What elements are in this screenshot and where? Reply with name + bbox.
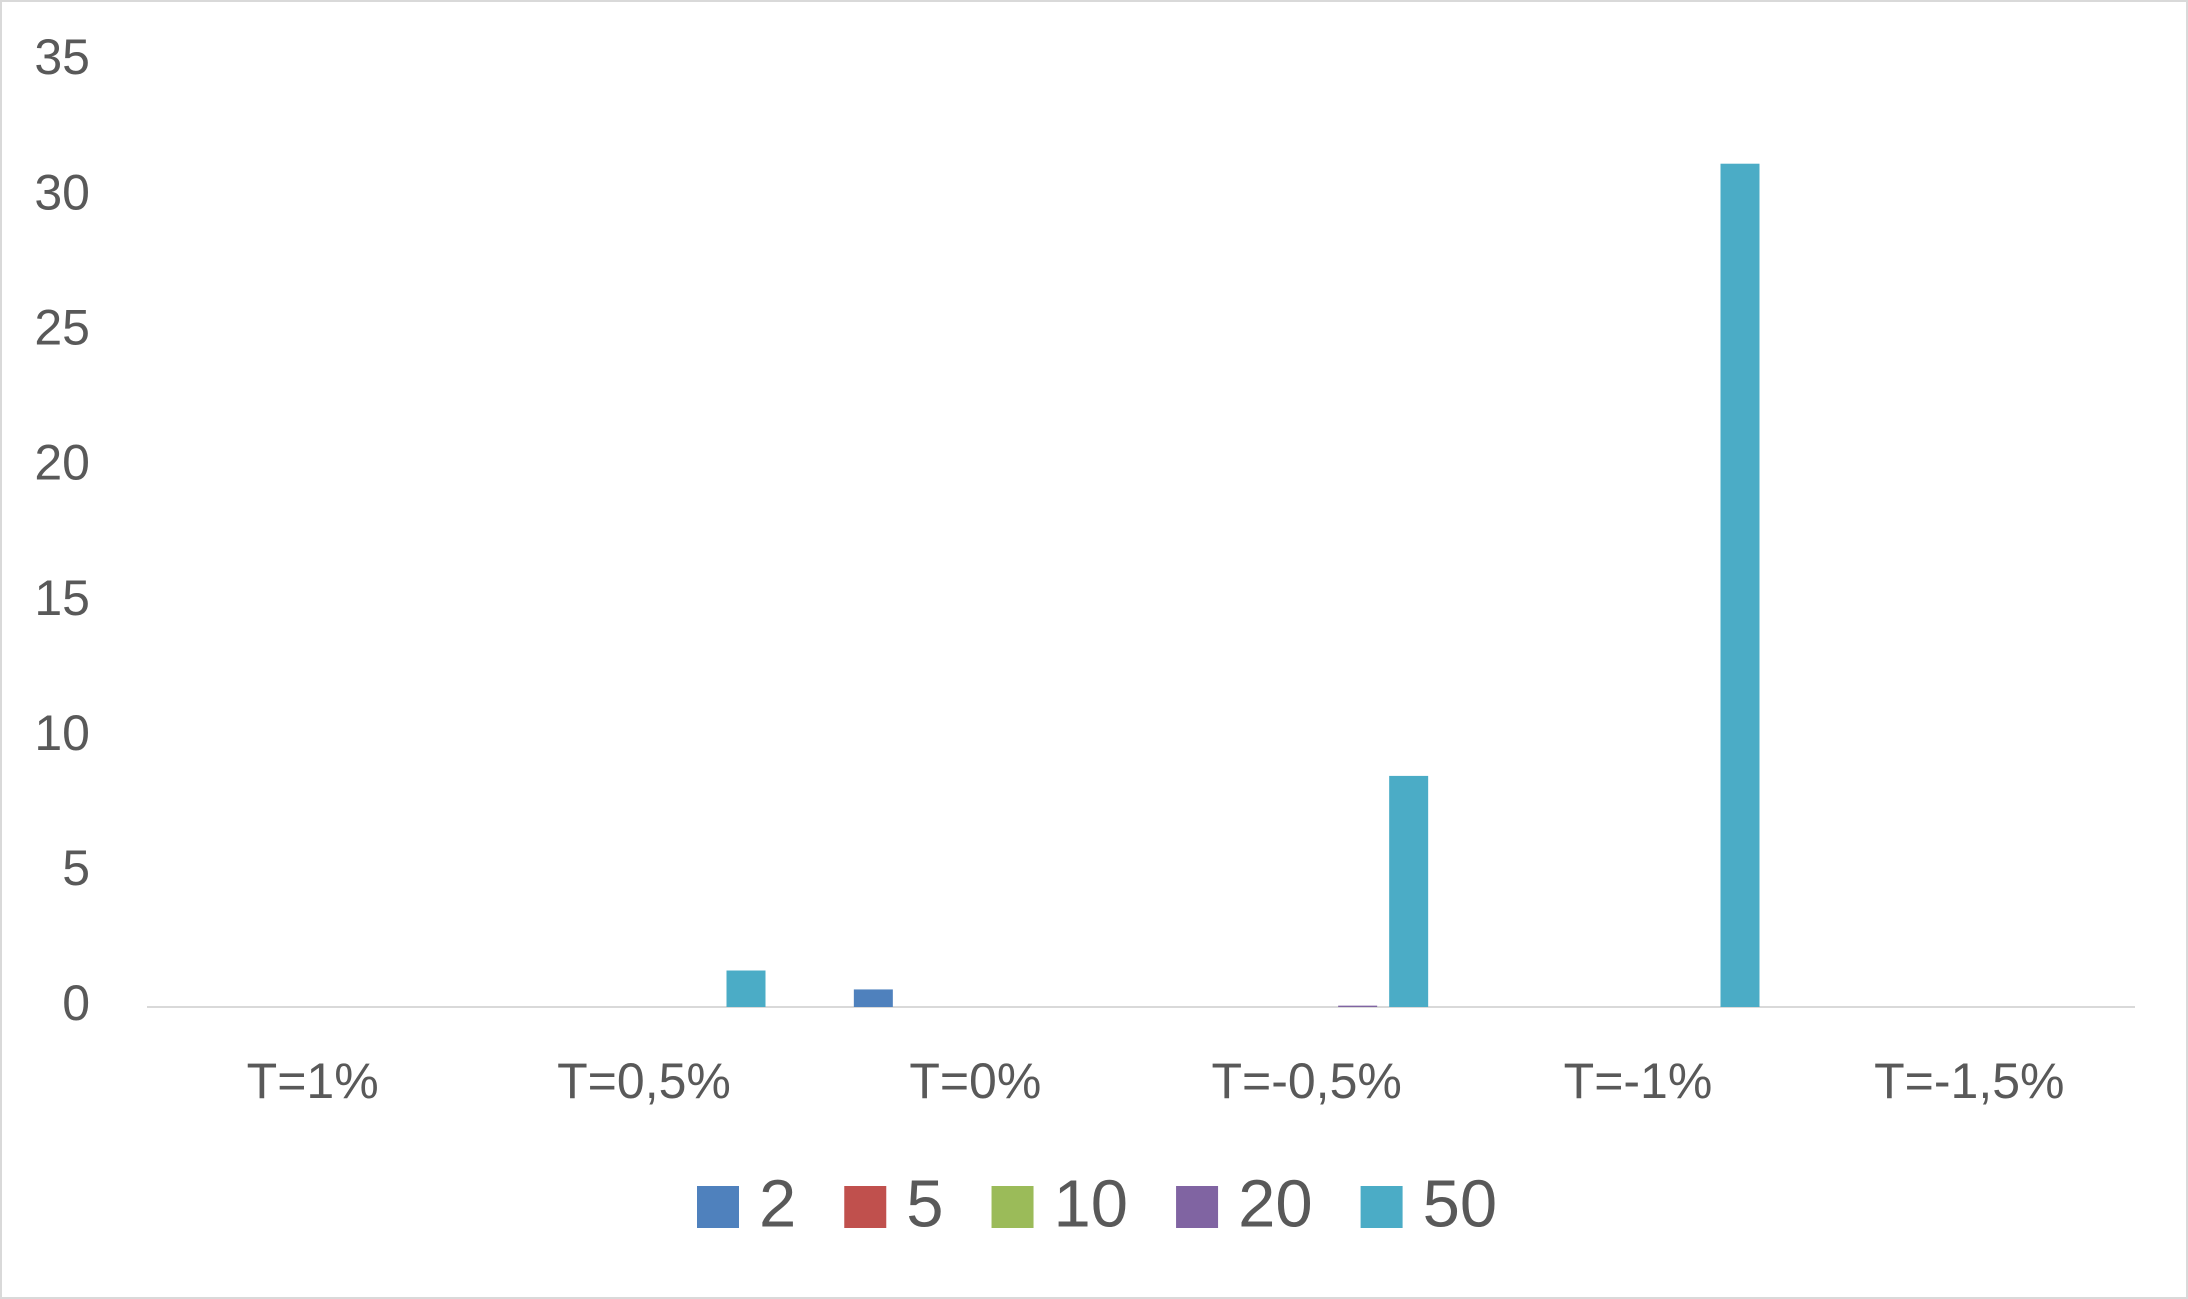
y-tick-label: 35 <box>34 29 90 85</box>
y-tick-label: 0 <box>62 975 90 1031</box>
bar <box>726 970 766 1007</box>
y-tick-label: 10 <box>34 705 90 761</box>
x-tick-label: T=0,5% <box>557 1053 731 1109</box>
y-tick-label: 25 <box>34 299 90 355</box>
bar <box>1389 775 1429 1007</box>
legend-swatch <box>1360 1186 1403 1228</box>
legend-swatch <box>844 1186 887 1228</box>
x-tick-label: T=-1% <box>1564 1053 1713 1109</box>
x-tick-label: T=-1,5% <box>1874 1053 2064 1109</box>
x-tick-label: T=0% <box>909 1053 1041 1109</box>
legend-swatch <box>697 1186 739 1228</box>
x-tick-label: T=-0,5% <box>1211 1053 1401 1109</box>
legend-label: 10 <box>1054 1167 1129 1242</box>
legend-label: 5 <box>906 1167 943 1242</box>
legend-label: 50 <box>1423 1167 1498 1242</box>
legend-swatch <box>1176 1186 1219 1228</box>
legend-label: 20 <box>1238 1167 1313 1242</box>
bar <box>853 989 893 1007</box>
y-tick-label: 20 <box>34 435 90 491</box>
bar <box>1720 163 1760 1008</box>
x-tick-label: T=1% <box>247 1053 379 1109</box>
bar <box>1338 1005 1378 1007</box>
legend-label: 2 <box>759 1167 796 1242</box>
y-tick-label: 15 <box>34 570 90 626</box>
legend-swatch <box>991 1186 1034 1228</box>
y-tick-label: 30 <box>34 164 90 220</box>
y-tick-label: 5 <box>62 840 90 896</box>
